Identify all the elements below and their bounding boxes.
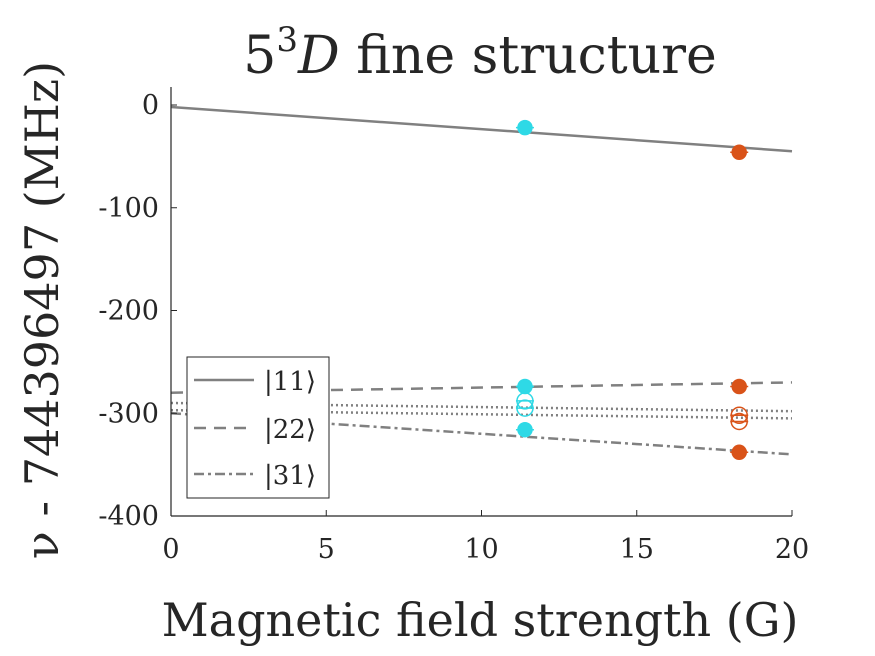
x-tick-label: 20 <box>775 534 809 565</box>
x-tick-label: 5 <box>318 534 335 565</box>
y-tick-label: 0 <box>142 90 159 121</box>
marker <box>516 392 534 410</box>
title-term: D <box>297 26 340 86</box>
y-tick-label: -300 <box>98 398 159 429</box>
chart-title: 53D fine structure <box>243 20 717 86</box>
marker <box>517 119 533 136</box>
data-point-4 <box>515 421 534 438</box>
data-point-0 <box>515 119 534 136</box>
data-point-9 <box>730 444 749 461</box>
series-line-dotted-4 <box>170 408 793 420</box>
data-points <box>515 119 749 461</box>
data-point-8 <box>730 412 749 431</box>
marker <box>517 421 533 438</box>
legend-entry-11: |11⟩ <box>194 367 316 397</box>
legend-label-31: |31⟩ <box>264 461 316 491</box>
marker <box>517 378 533 395</box>
title-rest: fine structure <box>340 26 717 86</box>
marker <box>731 378 747 395</box>
tick-labels: 0 5 10 15 20 0 -100 -200 -300 -400 <box>98 90 809 565</box>
y-tick-label: -200 <box>98 296 159 327</box>
data-point-5 <box>730 144 749 161</box>
legend: |11⟩ |22⟩ |31⟩ <box>186 356 330 499</box>
legend-entry-22: |22⟩ <box>194 415 316 445</box>
marker <box>516 399 534 417</box>
marker <box>731 444 747 461</box>
data-point-1 <box>515 378 534 395</box>
title-sup: 3 <box>276 20 298 60</box>
data-point-3 <box>515 399 534 417</box>
x-tick-label: 0 <box>162 534 179 565</box>
y-axis-label: ν - 744396497 (MHz) <box>15 61 69 559</box>
series-line-dashdot-2 <box>170 412 793 456</box>
data-point-6 <box>730 378 749 395</box>
x-tick-label: 15 <box>620 534 654 565</box>
marker <box>730 412 748 431</box>
data-point-2 <box>515 392 534 410</box>
legend-entry-31: |31⟩ <box>194 461 316 491</box>
series-line-dotted-3 <box>170 401 793 413</box>
series-line-solid-0 <box>170 105 793 153</box>
title-base: 5 <box>243 26 276 86</box>
marker <box>731 144 747 161</box>
legend-label-22: |22⟩ <box>264 415 316 445</box>
x-tick-label: 10 <box>464 534 498 565</box>
y-tick-label: -100 <box>98 193 159 224</box>
marker <box>730 406 748 425</box>
y-tick-label: -400 <box>98 501 159 532</box>
x-axis-label: Magnetic field strength (G) <box>162 593 799 647</box>
axes <box>170 87 793 517</box>
legend-label-11: |11⟩ <box>264 367 316 397</box>
